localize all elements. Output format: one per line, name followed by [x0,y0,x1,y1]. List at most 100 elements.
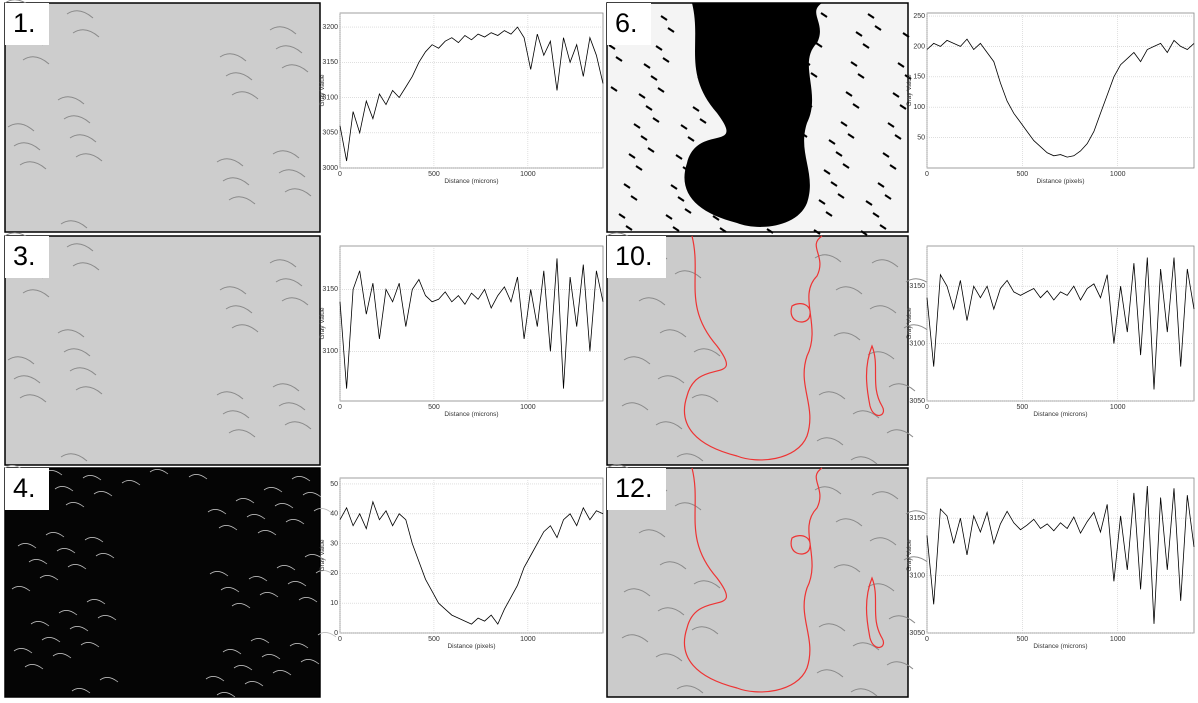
cell-texture [66,10,94,19]
edge-texture [840,121,848,127]
edge-texture [276,565,296,571]
edge-texture [313,508,333,514]
cell-texture [814,486,842,495]
profile-line [926,257,1195,390]
edge-texture [699,118,707,124]
edge-texture [643,63,651,69]
panel-label: 3. [13,241,36,271]
edge-texture [121,480,141,486]
cell-texture [22,289,50,298]
edge-texture [813,229,821,235]
cell-texture [852,642,880,651]
cell-texture [284,421,312,430]
edge-texture [41,637,61,643]
edge-texture [628,153,636,159]
y-tick-label: 3150 [322,59,338,66]
edge-texture [672,226,680,232]
cell-texture [281,297,309,306]
micrograph [4,2,321,233]
edge-texture [670,184,678,190]
cell-texture [269,259,297,268]
cell-texture [852,410,880,419]
cell-texture [833,564,861,573]
x-tick-label: 0 [925,636,929,643]
x-tick-label: 1000 [520,171,536,178]
edge-texture [810,72,818,78]
y-axis-label: Gray Value [319,74,326,106]
edge-texture [52,653,72,659]
cell-texture [693,580,721,589]
edge-texture [30,621,50,627]
image-panel: 12. [606,464,933,698]
cell-texture [833,332,861,341]
edge-texture [45,532,65,538]
edge-texture [263,487,283,493]
cell-texture [657,607,685,616]
edge-texture [216,692,236,698]
edge-texture [675,154,683,160]
edge-texture [830,181,838,187]
edge-texture [630,195,638,201]
cell-texture [814,254,842,263]
cell-texture [850,456,878,465]
edge-texture [618,213,626,219]
plot-frame [926,245,1195,402]
cell-texture [818,623,846,632]
edge-texture [300,659,320,665]
y-axis-label: Gray Value [319,307,326,339]
cell-texture [272,383,300,392]
edge-texture [250,638,270,644]
cell-texture [659,561,687,570]
edge-texture [897,62,905,68]
edge-texture [837,193,845,199]
micrograph [4,467,321,698]
x-axis-label: Distance (microns) [444,411,498,418]
y-tick-label: 3050 [322,130,338,137]
edge-texture [855,31,863,37]
cell-texture [278,169,306,178]
edge-texture [209,571,229,577]
x-axis-label: Distance (microns) [1033,411,1087,418]
y-tick-label: 50 [330,481,338,488]
cell-texture [222,177,250,186]
edge-texture [889,164,897,170]
y-axis-label: Gray Value [906,539,913,571]
cell-texture [693,348,721,357]
edge-texture [647,147,655,153]
cell-texture [231,324,259,333]
cell-texture [284,188,312,197]
cell-texture [275,278,303,287]
y-tick-label: 3050 [909,398,925,405]
edge-texture [257,530,277,536]
edge-texture [610,86,618,92]
profile-line [926,485,1195,624]
y-axis-label: Gray Value [319,539,326,571]
cell-texture [871,491,899,500]
x-axis-label: Distance (pixels) [1036,178,1084,185]
label-box [607,3,651,45]
cell-texture [13,142,41,151]
y-tick-label: 3150 [322,286,338,293]
edge-texture [877,182,885,188]
edge-texture [58,610,78,616]
cell-texture [72,262,100,271]
cell-texture [222,410,250,419]
edge-texture [287,581,307,587]
cell-texture [867,351,895,360]
cell-texture [7,356,35,365]
image-panel: 6. [606,2,912,236]
edge-texture [291,476,311,482]
x-tick-label: 500 [428,404,440,411]
image-panel: 4. [4,465,337,698]
plot-frame [339,12,604,169]
cell-texture [60,220,88,229]
edge-texture [272,670,292,676]
x-axis-label: Distance (microns) [444,178,498,185]
cell-texture [835,518,863,527]
edge-texture [274,503,294,509]
cell-texture [225,72,253,81]
edge-texture [638,93,646,99]
edge-texture [845,91,853,97]
y-axis-label: Gray Value [906,74,913,106]
